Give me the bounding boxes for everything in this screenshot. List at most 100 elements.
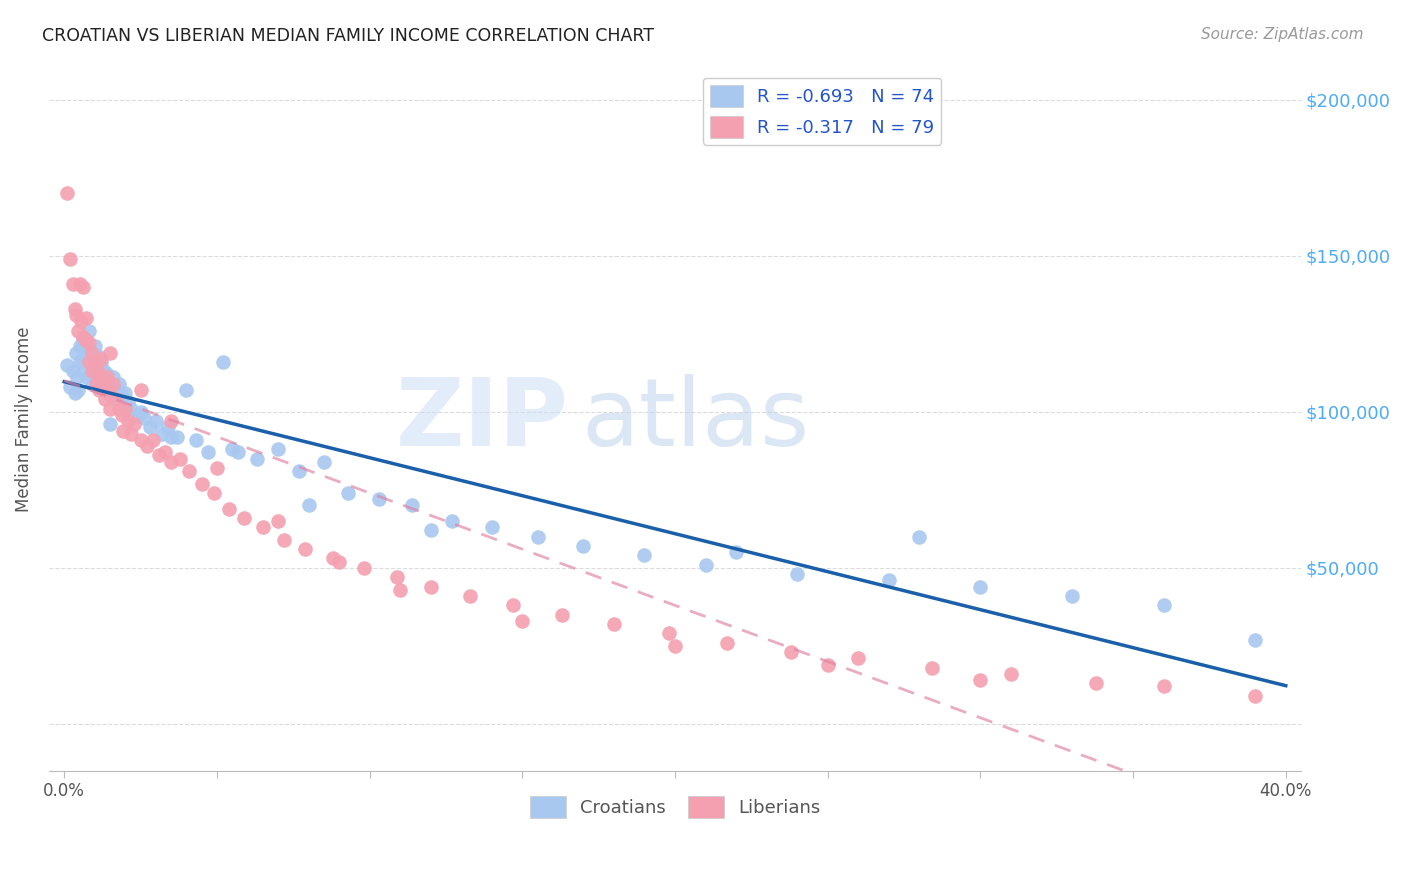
Point [59,252,82,266]
Point [212,355,235,369]
Text: atlas: atlas [581,374,810,466]
Point [114,401,136,416]
Y-axis label: Median Family Income: Median Family Income [15,326,32,512]
Point [93,392,115,407]
Point [63,301,86,316]
Point [150,426,173,441]
Point [120,426,142,441]
Point [202,486,225,500]
Point [62,364,84,378]
Point [90,355,112,369]
Point [65,308,87,322]
Point [120,401,142,416]
Point [90,380,112,394]
Point [66,383,89,397]
Point [502,599,524,613]
Point [481,520,503,534]
Point [603,617,626,632]
Point [83,355,105,369]
Point [87,364,110,378]
Point [72,330,94,344]
Point [72,351,94,366]
Point [127,408,149,422]
Point [69,355,91,369]
Point [135,439,157,453]
Point [117,414,139,428]
Point [75,333,97,347]
Point [62,277,84,291]
Point [129,383,152,397]
Point [1085,676,1108,690]
Point [1060,589,1083,603]
Point [132,411,155,425]
Point [695,558,717,572]
Point [312,455,335,469]
Point [111,389,134,403]
Point [63,386,86,401]
Point [97,386,120,401]
Point [117,395,139,409]
Point [90,370,112,384]
Point [572,539,595,553]
Point [1153,680,1175,694]
Point [75,345,97,359]
Point [90,351,112,366]
Point [153,445,176,459]
Text: ZIP: ZIP [395,374,568,466]
Point [716,636,738,650]
Point [80,355,103,369]
Point [100,389,122,403]
Point [294,542,316,557]
Point [72,280,94,294]
Point [69,277,91,291]
Point [70,314,93,328]
Point [786,567,808,582]
Point [401,499,423,513]
Point [273,533,295,547]
Point [75,311,97,326]
Point [87,374,110,388]
Point [69,339,91,353]
Point [84,376,107,391]
Point [233,511,256,525]
Point [817,657,839,672]
Point [725,545,748,559]
Point [98,401,121,416]
Point [98,417,121,432]
Point [79,355,101,369]
Point [65,345,87,359]
Point [184,433,207,447]
Point [72,333,94,347]
Point [551,607,574,622]
Point [205,461,228,475]
Point [93,364,115,378]
Point [419,580,441,594]
Point [267,442,290,457]
Point [105,383,128,397]
Point [111,408,134,422]
Point [328,555,350,569]
Point [385,570,408,584]
Point [1000,667,1022,681]
Point [337,486,360,500]
Point [101,370,124,384]
Point [98,376,121,391]
Point [160,455,183,469]
Point [82,376,104,391]
Point [96,368,118,382]
Point [108,376,131,391]
Point [288,464,311,478]
Point [79,343,101,357]
Point [111,424,134,438]
Point [129,405,152,419]
Point [89,383,111,397]
Point [77,336,100,351]
Point [969,673,991,688]
Point [460,589,482,603]
Point [80,345,103,359]
Text: CROATIAN VS LIBERIAN MEDIAN FAMILY INCOME CORRELATION CHART: CROATIAN VS LIBERIAN MEDIAN FAMILY INCOM… [42,27,654,45]
Point [226,445,249,459]
Point [56,358,79,372]
Point [83,339,105,353]
Point [1244,689,1267,703]
